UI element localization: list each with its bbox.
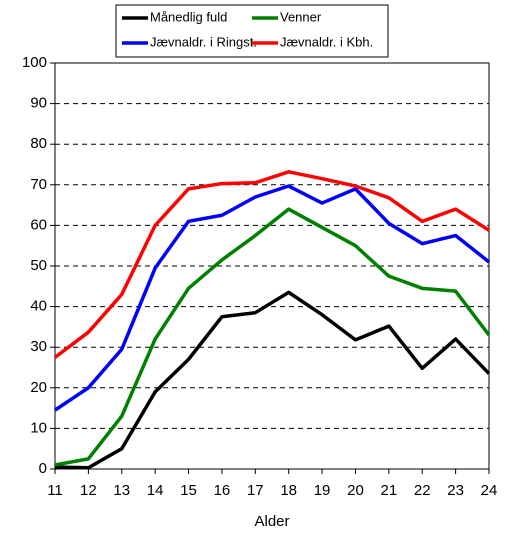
x-tick-label: 21	[381, 482, 398, 499]
x-tick-label: 17	[247, 482, 264, 499]
x-tick-label: 16	[214, 482, 231, 499]
legend-label: Jævnaldr. i Ringst.	[150, 34, 257, 49]
y-tick-label: 0	[39, 460, 47, 477]
legend-label: Venner	[280, 9, 322, 24]
y-tick-label: 90	[30, 95, 47, 112]
x-tick-label: 12	[80, 482, 97, 499]
x-tick-label: 20	[347, 482, 364, 499]
line-series	[54, 207, 491, 467]
line-series	[53, 170, 490, 359]
x-tick-label: 14	[147, 482, 164, 499]
line-series	[54, 184, 491, 412]
line-series	[54, 290, 491, 470]
y-tick-label: 50	[30, 257, 47, 274]
y-tick-label: 20	[30, 379, 47, 396]
y-tick-label: 70	[30, 176, 47, 193]
x-tick-label: 13	[113, 482, 130, 499]
x-tick-label: 22	[414, 482, 431, 499]
y-tick-label: 80	[30, 135, 47, 152]
y-tick-label: 40	[30, 298, 47, 315]
x-tick-label: 18	[280, 482, 297, 499]
y-tick-label: 30	[30, 338, 47, 355]
legend-label: Månedlig fuld	[150, 9, 227, 24]
y-tick-label: 100	[22, 54, 47, 71]
legend-label: Jævnaldr. i Kbh.	[280, 34, 373, 49]
x-tick-label: 11	[47, 482, 63, 499]
x-axis-label: Alder	[254, 513, 289, 530]
legend-box	[115, 4, 389, 58]
y-tick-label: 60	[30, 216, 47, 233]
y-tick-label: 10	[30, 419, 47, 436]
x-tick-label: 23	[447, 482, 464, 499]
x-tick-label: 24	[481, 482, 498, 499]
x-tick-label: 15	[180, 482, 197, 499]
x-tick-label: 19	[314, 482, 331, 499]
